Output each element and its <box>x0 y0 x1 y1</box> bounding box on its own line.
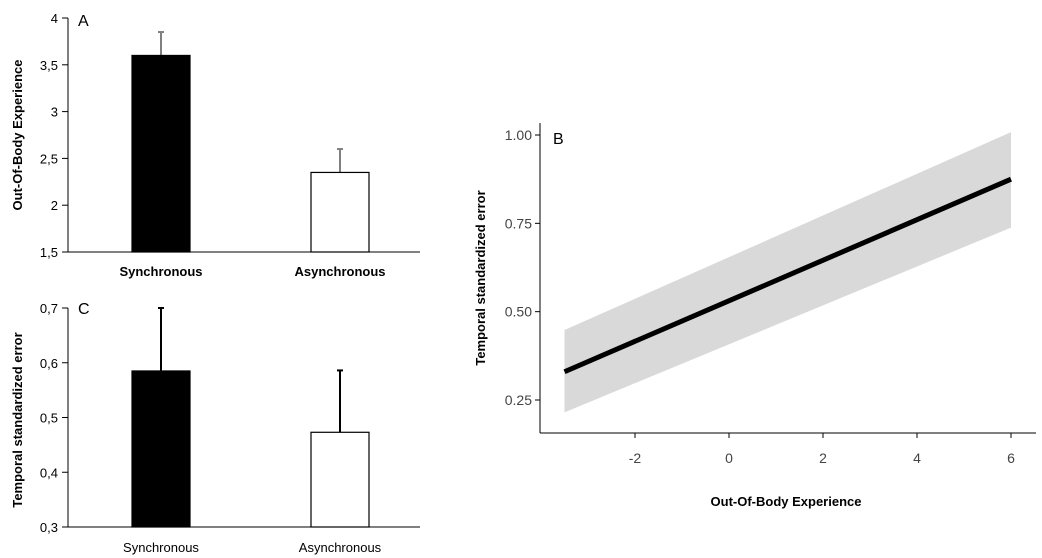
panel-c-y-tick-label: 0,7 <box>40 301 58 316</box>
panel-c-letter: C <box>78 301 90 318</box>
panel-c-bar-asynchronous <box>310 431 370 528</box>
panel-b-y-tick-label: 1.00 <box>505 127 532 143</box>
panel-a-y-tick-label: 1,5 <box>40 245 58 260</box>
panel-c-bar-synchronous <box>131 370 191 528</box>
panel-a-y-tick-label: 2 <box>51 198 58 213</box>
panel-a-x-label-asynchronous: Asynchronous <box>294 264 385 279</box>
panel-b-x-ticks: -2 0 2 4 6 <box>629 433 1015 466</box>
panel-b-y-tick-label: 0.50 <box>505 304 532 320</box>
panel-b-chart: 0.25 0.50 0.75 1.00 -2 0 2 4 6 B Temporal stand… <box>473 123 1036 509</box>
panel-c-y-ticks: 0,3 0,4 0,5 0,6 0,7 <box>40 301 68 535</box>
panel-a-bar-asynchronous <box>310 171 370 253</box>
panel-c-bars <box>131 307 370 528</box>
panel-b-y-axis-title: Temporal standardized error <box>473 190 488 365</box>
panel-a-y-tick-label: 4 <box>51 11 58 26</box>
panel-a-y-tick-label: 2,5 <box>40 151 58 166</box>
panel-b-x-axis-title: Out-Of-Body Experience <box>711 494 862 509</box>
panel-b-y-tick-label: 0.75 <box>505 215 532 231</box>
panel-a-bars <box>131 31 370 253</box>
panel-b-x-tick-label: 0 <box>725 450 733 466</box>
panel-a-y-ticks: 1,5 2 2,5 3 3,5 4 <box>40 11 68 260</box>
panel-b-fit-line <box>563 176 1012 375</box>
panel-b-y-tick-label: 0.25 <box>505 392 532 408</box>
panel-b-x-tick-label: 2 <box>819 450 827 466</box>
panel-b-letter: B <box>553 131 564 148</box>
panel-a-y-axis-title: Out-Of-Body Experience <box>10 60 25 211</box>
panel-b-y-ticks: 0.25 0.50 0.75 1.00 <box>505 127 540 408</box>
panel-b-confidence-band <box>564 132 1011 413</box>
panel-b-ci-band <box>564 132 1011 413</box>
panel-c-y-tick-label: 0,6 <box>40 356 58 371</box>
panel-a-letter: A <box>78 13 89 30</box>
panel-c-chart: C 0,3 0,4 0,5 0,6 0,7 Temporal standardized … <box>10 301 420 555</box>
panel-c-y-tick-label: 0,3 <box>40 520 58 535</box>
panel-a-bar-synchronous <box>131 54 191 253</box>
panel-a-y-tick-label: 3 <box>51 105 58 120</box>
panel-a-x-label-synchronous: Synchronous <box>119 264 202 279</box>
panel-b-x-tick-label: -2 <box>629 450 642 466</box>
panel-b-x-tick-label: 4 <box>913 450 921 466</box>
panel-b-regression-line <box>563 176 1012 375</box>
panel-c-x-label-asynchronous: Asynchronous <box>299 540 382 555</box>
panel-c-y-tick-label: 0,4 <box>40 465 58 480</box>
panel-c-y-axis-title: Temporal standardized error <box>10 332 25 507</box>
panel-b-x-tick-label: 6 <box>1007 450 1015 466</box>
panel-c-x-label-synchronous: Synchronous <box>123 540 199 555</box>
panel-a-y-tick-label: 3,5 <box>40 58 58 73</box>
panel-c-y-tick-label: 0,5 <box>40 411 58 426</box>
panel-a-chart: A 1,5 2 2,5 3 3,5 4 Out-Of-Body Experience Sy… <box>10 11 420 279</box>
